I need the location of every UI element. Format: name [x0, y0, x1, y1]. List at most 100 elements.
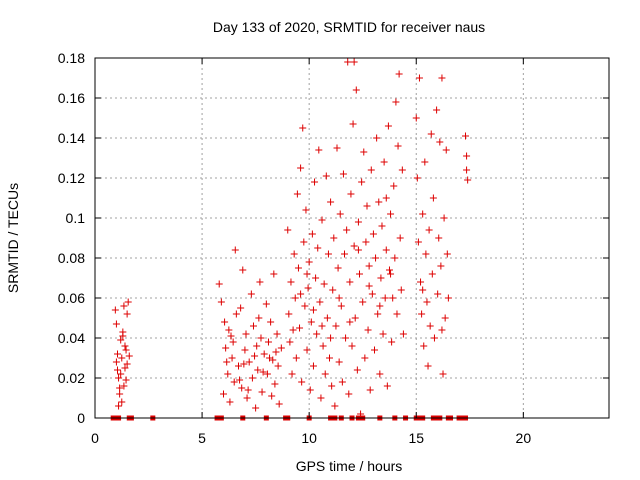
- data-point: [338, 378, 346, 386]
- data-point: [463, 166, 471, 174]
- data-point: [369, 230, 377, 238]
- data-point: [332, 322, 340, 330]
- data-point: [324, 250, 332, 258]
- data-point: [419, 286, 427, 294]
- data-point: [331, 402, 339, 410]
- data-point: [351, 314, 359, 322]
- plot-frame: [94, 57, 610, 419]
- y-tick-label: 0.16: [58, 90, 85, 106]
- data-point: [314, 244, 322, 252]
- data-point: [394, 142, 402, 150]
- data-point: [117, 336, 125, 344]
- data-point: [360, 148, 368, 156]
- data-point: [228, 354, 236, 362]
- data-point: [423, 298, 431, 306]
- data-point: [115, 374, 123, 382]
- data-point: [292, 354, 300, 362]
- data-point: [414, 238, 422, 246]
- data-point: [231, 246, 239, 254]
- data-point: [388, 338, 396, 346]
- data-point: [323, 314, 331, 322]
- data-point: [326, 354, 334, 362]
- data-point: [237, 304, 245, 312]
- data-point: [378, 222, 386, 230]
- data-point: [307, 318, 315, 326]
- data-point: [341, 250, 349, 258]
- data-point: [346, 278, 354, 286]
- data-point: [222, 344, 230, 352]
- data-point: [257, 334, 265, 342]
- x-tick-label: 0: [91, 430, 99, 446]
- y-tick-label: 0.1: [66, 210, 86, 226]
- data-point: [254, 366, 262, 374]
- data-point: [121, 364, 129, 372]
- data-point: [418, 310, 426, 318]
- data-point: [284, 226, 292, 234]
- data-point: [244, 386, 252, 394]
- data-point: [241, 346, 249, 354]
- data-point: [321, 370, 329, 378]
- data-point: [442, 146, 450, 154]
- y-axis-label: SRMTID / TECUs: [5, 183, 21, 293]
- data-point: [299, 124, 307, 132]
- data-point: [221, 318, 229, 326]
- data-point: [359, 298, 367, 306]
- data-point: [420, 342, 428, 350]
- data-point: [251, 352, 259, 360]
- data-point: [305, 258, 313, 266]
- data-point: [297, 164, 305, 172]
- data-point: [118, 354, 126, 362]
- data-point: [433, 106, 441, 114]
- data-point: [361, 354, 369, 362]
- data-point: [225, 326, 233, 334]
- data-point: [229, 338, 237, 346]
- data-point: [352, 86, 360, 94]
- data-point: [347, 190, 355, 198]
- data-point: [113, 366, 121, 374]
- data-point: [243, 394, 251, 402]
- data-point: [362, 238, 370, 246]
- data-point: [382, 194, 390, 202]
- data-point: [262, 300, 270, 308]
- data-point: [230, 378, 238, 386]
- data-point: [463, 152, 471, 160]
- data-point: [116, 390, 124, 398]
- data-point: [256, 278, 264, 286]
- data-point: [291, 294, 299, 302]
- data-point: [123, 310, 131, 318]
- data-point: [271, 380, 279, 388]
- data-point: [430, 334, 438, 342]
- data-point: [387, 270, 395, 278]
- data-point: [116, 384, 124, 392]
- data-point: [335, 294, 343, 302]
- data-point: [372, 254, 380, 262]
- data-point: [358, 178, 366, 186]
- data-point: [112, 358, 120, 366]
- y-tick-label: 0.02: [58, 370, 85, 386]
- data-point: [260, 350, 268, 358]
- data-point: [425, 226, 433, 234]
- data-point: [112, 320, 120, 328]
- data-point: [252, 404, 260, 412]
- data-point: [301, 302, 309, 310]
- data-point: [286, 338, 294, 346]
- data-point: [328, 382, 336, 390]
- data-point: [113, 350, 121, 358]
- data-point: [234, 362, 242, 370]
- data-point: [297, 290, 305, 298]
- data-point: [329, 286, 337, 294]
- data-point: [374, 310, 382, 318]
- data-point: [399, 330, 407, 338]
- x-tick-label: 10: [301, 430, 317, 446]
- grid-lines: [95, 58, 609, 418]
- data-point: [462, 132, 470, 140]
- data-point: [274, 362, 282, 370]
- data-point: [304, 284, 312, 292]
- x-axis-ticks: 0 5 10 15 20: [91, 58, 531, 446]
- y-tick-label: 0.12: [58, 170, 85, 186]
- data-point: [355, 270, 363, 278]
- data-point: [353, 366, 361, 374]
- y-tick-label: 0: [77, 410, 85, 426]
